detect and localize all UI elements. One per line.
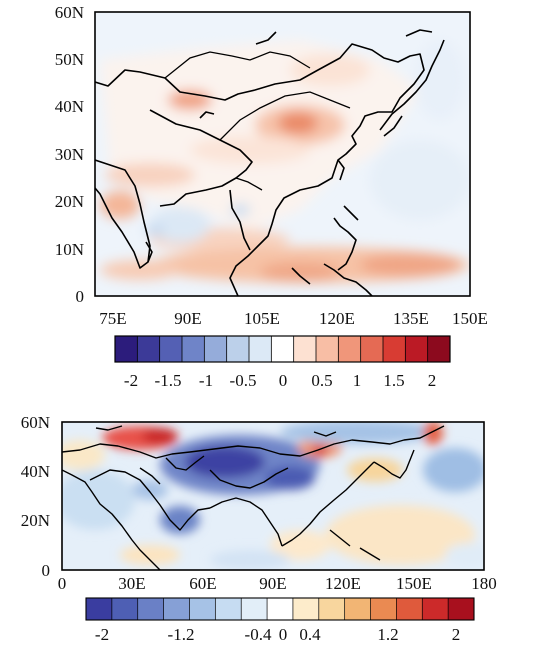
bottom-lon-tick-label: 180 <box>471 574 497 593</box>
top-lon-tick-label: 90E <box>174 309 201 328</box>
top-map-coastlines <box>95 29 445 296</box>
bottom-lon-tick-label: 120E <box>325 574 361 593</box>
bottom-colorbar-swatch <box>396 598 423 620</box>
bottom-colorbar-labels: -2 -1.2 -0.4 0 0.4 1.2 2 <box>95 625 460 644</box>
top-colorbar-tick-label: 2 <box>428 371 437 390</box>
bottom-colorbar-swatch <box>137 598 164 620</box>
top-colorbar-swatch <box>293 336 317 362</box>
top-map-borders <box>164 51 351 191</box>
top-lat-tick-label: 30N <box>55 145 84 164</box>
bottom-map-lon-axis: 0 30E 60E 90E 120E 150E 180 <box>58 574 497 593</box>
bottom-map-shading <box>62 422 484 570</box>
top-colorbar-swatch <box>226 336 250 362</box>
bottom-colorbar-tick-label: -2 <box>95 625 109 644</box>
bottom-colorbar-swatch <box>267 598 294 620</box>
top-colorbar-frame <box>114 335 451 363</box>
top-lat-tick-label: 0 <box>76 287 85 306</box>
bottom-colorbar-tick-label: 0 <box>279 625 288 644</box>
top-colorbar-tick-label: -0.5 <box>230 371 257 390</box>
bottom-lat-tick-label: 20N <box>21 511 50 530</box>
top-map-lat-axis: 60N 50N 40N 30N 20N 10N 0 <box>55 3 84 306</box>
top-lon-tick-label: 135E <box>393 309 429 328</box>
bottom-lon-tick-label: 90E <box>259 574 286 593</box>
top-colorbar-swatch <box>137 336 160 362</box>
bottom-colorbar-swatch <box>111 598 139 620</box>
bottom-colorbar-tick-label: 1.2 <box>377 625 398 644</box>
bottom-map-lat-axis: 60N 40N 20N 0 <box>21 413 50 580</box>
top-colorbar-tick-label: -1 <box>199 371 213 390</box>
bottom-colorbar-tick-label: 2 <box>452 625 461 644</box>
bottom-colorbar-swatch <box>422 598 449 620</box>
top-lon-tick-label: 120E <box>319 309 355 328</box>
bottom-colorbar-swatch <box>318 598 345 620</box>
top-lon-tick-label: 150E <box>452 309 488 328</box>
bottom-lat-tick-label: 40N <box>21 462 50 481</box>
bottom-colorbar-swatch <box>86 598 113 620</box>
bottom-colorbar-swatch <box>241 598 268 620</box>
bottom-lon-tick-label: 60E <box>189 574 216 593</box>
top-lon-tick-label: 105E <box>244 309 280 328</box>
top-colorbar-swatch <box>271 336 294 362</box>
top-colorbar-tick-label: 0 <box>279 371 288 390</box>
bottom-colorbar-tick-label: -0.4 <box>245 625 272 644</box>
top-colorbar-swatch <box>316 336 339 362</box>
bottom-colorbar-swatch <box>163 598 190 620</box>
top-colorbar-tick-label: -1.5 <box>155 371 182 390</box>
top-map-lon-axis: 75E 90E 105E 120E 135E 150E <box>99 309 488 328</box>
top-colorbar-swatch <box>405 336 428 362</box>
bottom-colorbar <box>85 597 475 621</box>
top-lat-tick-label: 50N <box>55 50 84 69</box>
bottom-map: 60N 40N 20N 0 0 30E 60E 90E 120E 150E 180 <box>21 413 497 593</box>
top-colorbar-swatch <box>360 336 384 362</box>
top-lat-tick-label: 60N <box>55 3 84 22</box>
bottom-lon-tick-label: 30E <box>118 574 145 593</box>
top-colorbar-tick-label: 1 <box>353 371 362 390</box>
top-colorbar-swatch <box>115 336 138 362</box>
bottom-colorbar-tick-label: 0.4 <box>299 625 321 644</box>
top-colorbar-swatch <box>182 336 205 362</box>
bottom-colorbar-tick-label: -1.2 <box>168 625 195 644</box>
bottom-lat-tick-label: 0 <box>42 561 51 580</box>
bottom-map-coastlines <box>62 425 445 570</box>
bottom-colorbar-frame <box>85 597 475 621</box>
top-map-frame <box>94 11 471 297</box>
top-lat-tick-label: 20N <box>55 192 84 211</box>
top-map: 60N 50N 40N 30N 20N 10N 0 75E 90E 105E 120E 135E 15… <box>55 3 488 328</box>
top-colorbar <box>114 335 451 363</box>
top-lon-tick-label: 75E <box>99 309 126 328</box>
top-colorbar-swatch <box>204 336 227 362</box>
bottom-colorbar-swatch <box>448 598 475 620</box>
bottom-colorbar-swatch <box>189 598 216 620</box>
top-lat-tick-label: 10N <box>55 240 84 259</box>
bottom-colorbar-swatch <box>215 598 242 620</box>
top-colorbar-swatch <box>338 336 361 362</box>
bottom-colorbar-swatch <box>344 598 371 620</box>
bottom-colorbar-swatch <box>370 598 397 620</box>
top-colorbar-swatch <box>383 336 406 362</box>
top-colorbar-tick-label: 1.5 <box>383 371 404 390</box>
top-colorbar-labels: -2 -1.5 -1 -0.5 0 0.5 1 1.5 2 <box>124 371 436 390</box>
bottom-lat-tick-label: 60N <box>21 413 50 432</box>
top-map-shading <box>95 29 470 296</box>
top-lat-tick-label: 40N <box>55 97 84 116</box>
top-colorbar-swatch <box>427 336 451 362</box>
bottom-map-frame <box>61 421 485 571</box>
top-colorbar-tick-label: -2 <box>124 371 138 390</box>
bottom-lon-tick-label: 0 <box>58 574 67 593</box>
bottom-lon-tick-label: 150E <box>396 574 432 593</box>
bottom-colorbar-swatch <box>292 598 320 620</box>
top-colorbar-tick-label: 0.5 <box>311 371 332 390</box>
top-colorbar-swatch <box>159 336 183 362</box>
top-colorbar-swatch <box>249 336 272 362</box>
